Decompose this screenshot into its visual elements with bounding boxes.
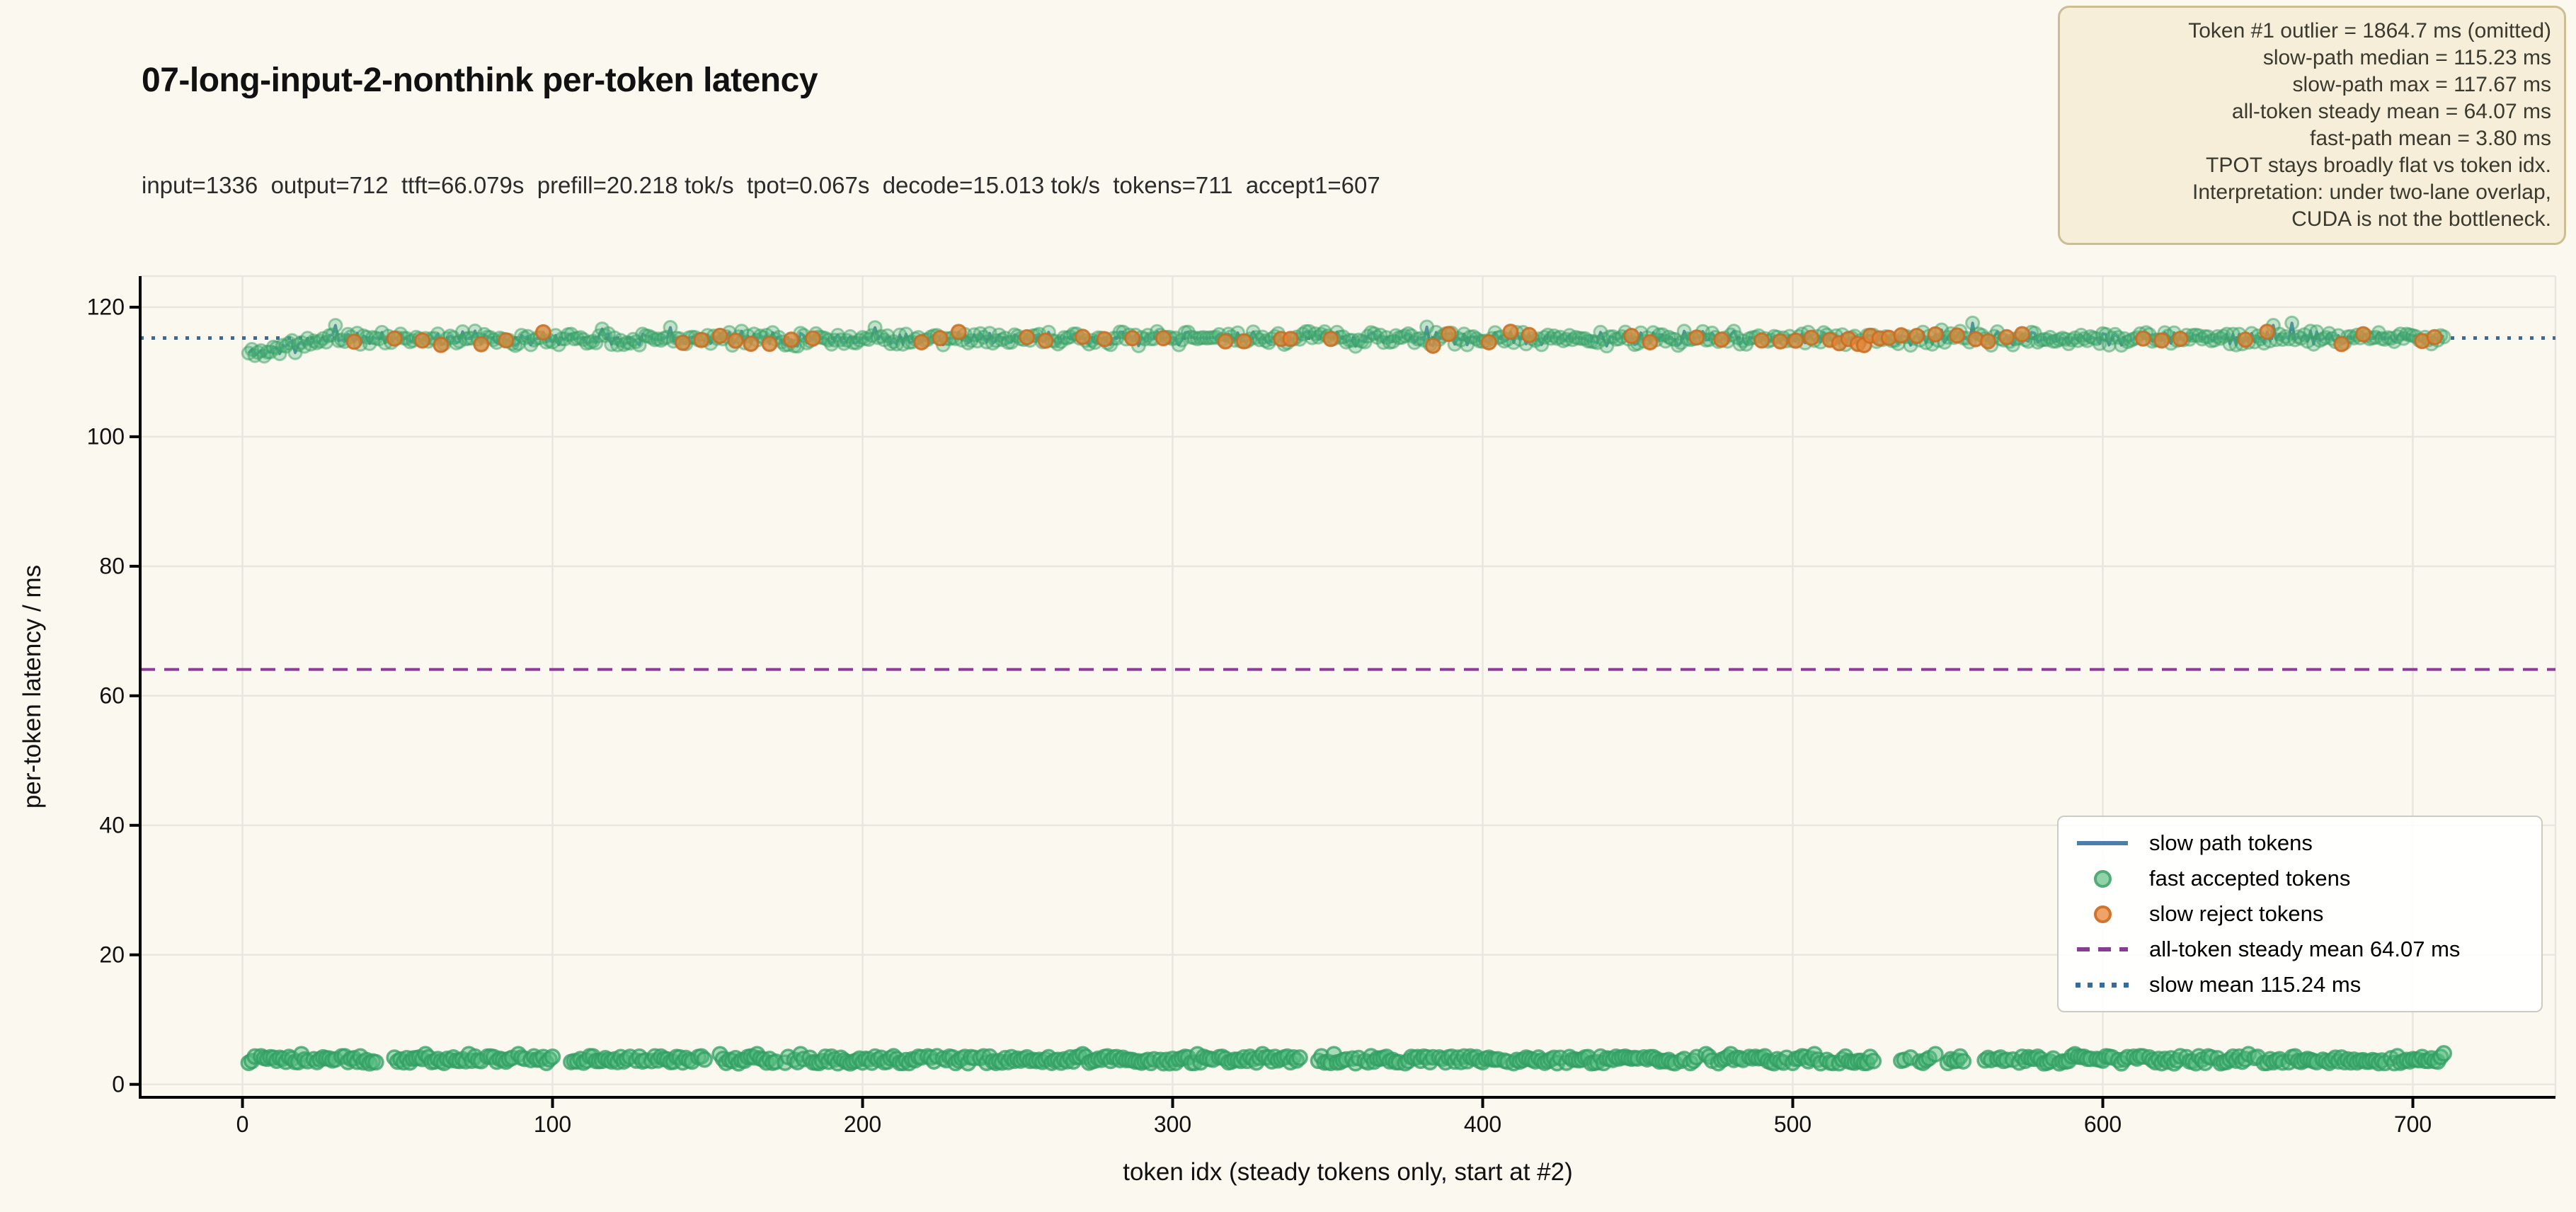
fast-accepted-markers <box>240 1045 2453 1072</box>
legend-label: slow path tokens <box>2149 830 2313 855</box>
fast-accepted-dot-swatch <box>2093 869 2112 888</box>
annotation-line: slow-path median = 115.23 ms <box>2262 46 2551 69</box>
annotation-line: Token #1 outlier = 1864.7 ms (omitted) <box>2188 19 2551 42</box>
x-axis-label: token idx (steady tokens only, start at … <box>1123 1158 1573 1186</box>
annotation-line: slow-path max = 117.67 ms <box>2292 73 2551 96</box>
annotation-line: TPOT stays broadly flat vs token idx. <box>2206 154 2551 177</box>
legend-label: slow reject tokens <box>2149 901 2324 926</box>
x-tick-label: 200 <box>843 1111 882 1137</box>
y-tick-label: 60 <box>99 682 125 709</box>
slow-reject-dot-swatch <box>2093 905 2112 923</box>
steady-mean-dash-swatch <box>2077 947 2128 951</box>
legend-label: slow mean 115.24 ms <box>2149 972 2362 997</box>
y-tick-label: 100 <box>86 423 125 450</box>
x-tick-label: 0 <box>236 1111 249 1137</box>
legend-label: all-token steady mean 64.07 ms <box>2149 937 2461 961</box>
fast-accepted-markers-on-line <box>241 315 2451 364</box>
chart-subtitle: input=1336 output=712 ttft=66.079s prefi… <box>142 172 1380 198</box>
x-tick-label: 400 <box>1463 1111 1502 1137</box>
legend-row: slow path tokens <box>2068 825 2531 861</box>
x-tick-label: 100 <box>533 1111 572 1137</box>
legend-row: slow reject tokens <box>2068 896 2531 932</box>
stats-annotation-box: Token #1 outlier = 1864.7 ms (omitted) s… <box>2058 6 2566 245</box>
x-tick-label: 700 <box>2393 1111 2432 1137</box>
y-tick-label: 0 <box>112 1071 125 1097</box>
legend-label: fast accepted tokens <box>2149 866 2351 891</box>
y-tick-label: 120 <box>86 294 125 320</box>
axes-spines <box>130 276 2555 1108</box>
legend: slow path tokens fast accepted tokens sl… <box>2057 816 2543 1012</box>
legend-row: all-token steady mean 64.07 ms <box>2068 932 2531 967</box>
y-tick-label: 20 <box>99 942 125 968</box>
chart-title: 07-long-input-2-nonthink per-token laten… <box>142 62 818 99</box>
x-tick-label: 600 <box>2083 1111 2122 1137</box>
slow-reject-markers <box>345 324 2443 354</box>
x-tick-label: 300 <box>1153 1111 1192 1137</box>
annotation-line: Interpretation: under two-lane overlap, <box>2192 181 2551 204</box>
y-tick-label: 40 <box>99 812 125 838</box>
slow-mean-dotted-swatch <box>2076 982 2129 988</box>
x-tick-label: 500 <box>1773 1111 1812 1137</box>
slow-path-line-swatch <box>2077 841 2128 845</box>
y-tick-label: 80 <box>99 553 125 579</box>
annotation-line: CUDA is not the bottleneck. <box>2291 207 2551 231</box>
legend-row: fast accepted tokens <box>2068 861 2531 896</box>
legend-row: slow mean 115.24 ms <box>2068 967 2531 1002</box>
annotation-line: fast-path mean = 3.80 ms <box>2309 127 2551 150</box>
annotation-line: all-token steady mean = 64.07 ms <box>2231 100 2551 123</box>
